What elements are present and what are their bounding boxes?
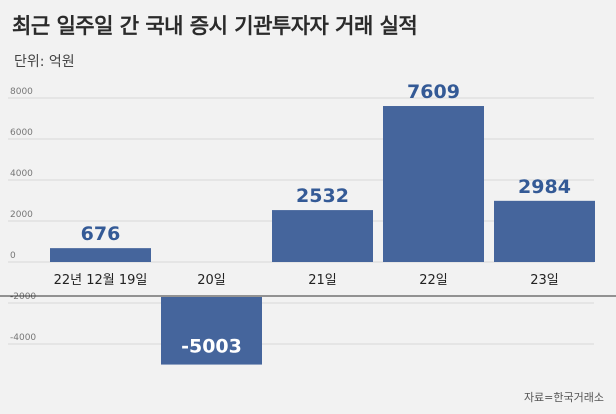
category-label: 23일 — [530, 273, 559, 288]
y-tick-label: 2000 — [10, 210, 33, 220]
chart-title: 최근 일주일 간 국내 증시 기관투자자 거래 실적 — [12, 14, 418, 38]
category-label: 22년 12월 19일 — [54, 273, 148, 288]
y-tick-label: 6000 — [10, 128, 33, 138]
value-label: 2532 — [296, 185, 349, 207]
category-band — [0, 263, 616, 295]
value-label: 676 — [81, 223, 121, 245]
y-tick-label: 8000 — [10, 87, 33, 97]
bar — [272, 210, 373, 262]
value-label: 2984 — [518, 176, 571, 198]
bar — [383, 106, 484, 262]
unit-label: 단위: 억원 — [14, 54, 75, 70]
source-label: 자료=한국거래소 — [523, 391, 604, 404]
y-tick-label: 0 — [10, 251, 16, 261]
category-label: 21일 — [308, 273, 337, 288]
bar — [161, 297, 262, 365]
value-label: 7609 — [407, 81, 460, 103]
category-label: 22일 — [419, 273, 448, 288]
y-tick-label: -4000 — [10, 333, 36, 343]
value-label: -5003 — [181, 336, 242, 358]
category-label: 20일 — [197, 273, 226, 288]
bar-layer — [50, 106, 595, 365]
label-layer: 676 22년 12월 19일 -5003 20일 2532 21일 7609 22일 2984… — [54, 81, 571, 358]
y-tick-label: -2000 — [10, 292, 36, 302]
bar — [50, 248, 151, 262]
bar — [494, 200, 595, 262]
y-tick-label: 4000 — [10, 169, 33, 179]
